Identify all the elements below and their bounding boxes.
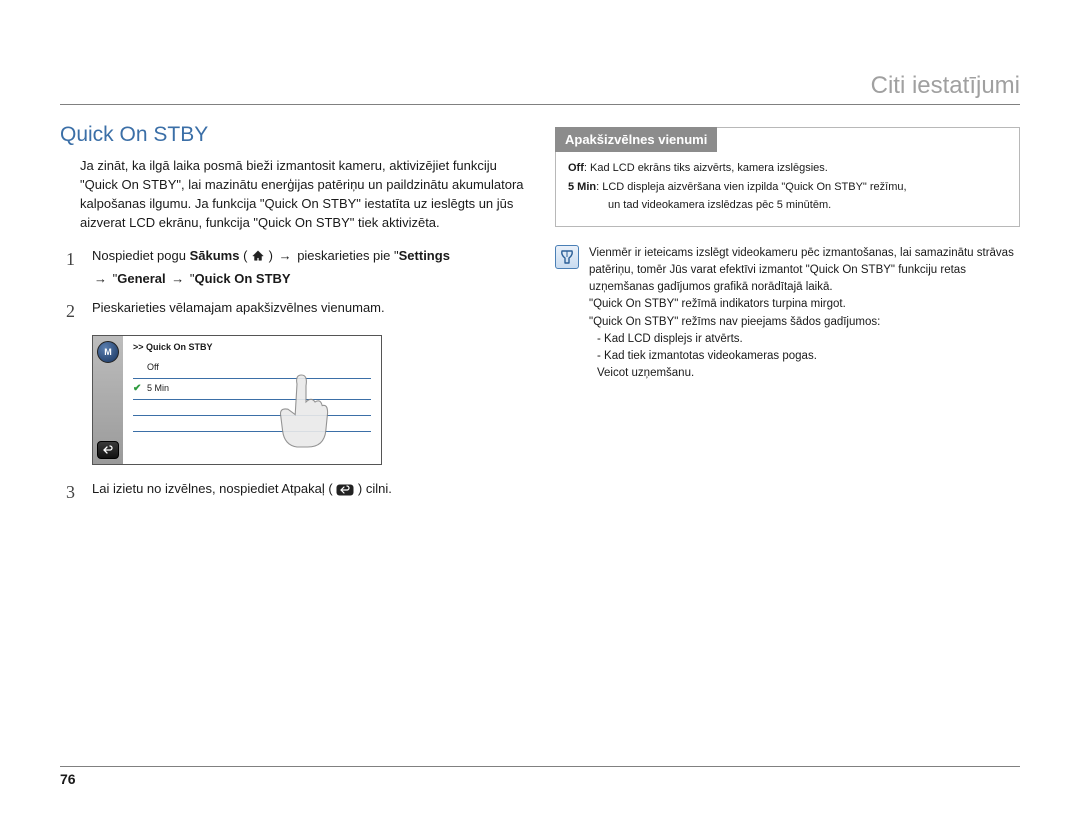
text: : LCD displeja aizvēršana vien izpilda "… — [596, 181, 906, 193]
note-line: "Quick On STBY" režīmā indikators turpin… — [589, 296, 1020, 313]
step-body: Nospiediet pogu Sākums ( ) → pieskarieti… — [92, 246, 525, 288]
lcd-menu-title: >> Quick On STBY — [133, 342, 371, 352]
note-subline: - Kad LCD displejs ir atvērts. — [589, 331, 1020, 348]
submenu-box: Apakšizvēlnes vienumi Off: Kad LCD ekrān… — [555, 127, 1020, 227]
step-number: 2 — [66, 298, 80, 325]
note-body: Vienmēr ir ieteicams izslēgt videokameru… — [589, 245, 1020, 383]
step-body: Pieskarieties vēlamajam apakšizvēlnes vi… — [92, 298, 525, 325]
back-icon — [97, 441, 119, 459]
intro-paragraph: Ja zināt, ka ilgā laika posmā bieži izma… — [80, 157, 525, 232]
label: Off — [568, 162, 584, 174]
lcd-sidebar: M — [93, 336, 123, 464]
bold: Sākums — [190, 248, 240, 263]
text: " — [109, 271, 117, 286]
step-2: 2 Pieskarieties vēlamajam apakšizvēlnes … — [66, 298, 525, 325]
text: ) — [265, 248, 277, 263]
submenu-item-5min: 5 Min: LCD displeja aizvēršana vien izpi… — [568, 179, 1007, 196]
step-number: 3 — [66, 479, 80, 506]
label: 5 Min — [568, 181, 596, 193]
arrow-icon: → — [279, 248, 292, 263]
bold: Settings — [399, 248, 450, 263]
step-body: Lai izietu no izvēlnes, nospiediet Atpak… — [92, 479, 525, 506]
lcd-main: >> Quick On STBY Off 5 Min — [123, 336, 381, 464]
note-line: Vienmēr ir ieteicams izslēgt videokameru… — [589, 245, 1020, 297]
step-1: 1 Nospiediet pogu Sākums ( ) → pieskarie… — [66, 246, 525, 288]
mode-icon: M — [97, 341, 119, 363]
text: ( — [239, 248, 251, 263]
chapter-title: Citi iestatījumi — [60, 72, 1020, 105]
lcd-screenshot: M >> Quick On STBY Off 5 Min — [92, 335, 382, 465]
text: pieskarieties pie " — [294, 248, 399, 263]
text: Lai izietu no izvēlnes, nospiediet Atpak… — [92, 481, 336, 496]
bold: General — [117, 271, 165, 286]
note-subline: - Kad tiek izmantotas videokameras pogas… — [589, 348, 1020, 365]
note-icon — [555, 245, 579, 269]
section-title: Quick On STBY — [60, 123, 525, 147]
step-3: 3 Lai izietu no izvēlnes, nospiediet Atp… — [66, 479, 525, 506]
hand-pointer-icon — [261, 366, 351, 456]
text: " — [186, 271, 194, 286]
note-block: Vienmēr ir ieteicams izslēgt videokameru… — [555, 245, 1020, 383]
text: ) cilni. — [354, 481, 392, 496]
note-line: "Quick On STBY" režīms nav pieejams šādo… — [589, 314, 1020, 331]
submenu-item-5min-cont: un tad videokamera izslēdzas pēc 5 minūt… — [568, 197, 1007, 214]
submenu-body: Off: Kad LCD ekrāns tiks aizvērts, kamer… — [556, 152, 1019, 226]
arrow-icon: → — [171, 271, 184, 286]
submenu-header: Apakšizvēlnes vienumi — [555, 127, 717, 152]
submenu-item-off: Off: Kad LCD ekrāns tiks aizvērts, kamer… — [568, 160, 1007, 177]
bold: Quick On STBY — [195, 271, 291, 286]
page-number: 76 — [60, 766, 1020, 787]
arrow-icon: → — [94, 271, 107, 286]
back-icon — [336, 482, 354, 502]
left-column: Quick On STBY Ja zināt, ka ilgā laika po… — [60, 123, 525, 516]
text: Nospiediet pogu — [92, 248, 190, 263]
note-subline: Veicot uzņemšanu. — [589, 365, 1020, 382]
text: : Kad LCD ekrāns tiks aizvērts, kamera i… — [584, 162, 828, 174]
step-number: 1 — [66, 246, 80, 288]
right-column: Apakšizvēlnes vienumi Off: Kad LCD ekrān… — [555, 123, 1020, 516]
home-icon — [251, 249, 265, 269]
